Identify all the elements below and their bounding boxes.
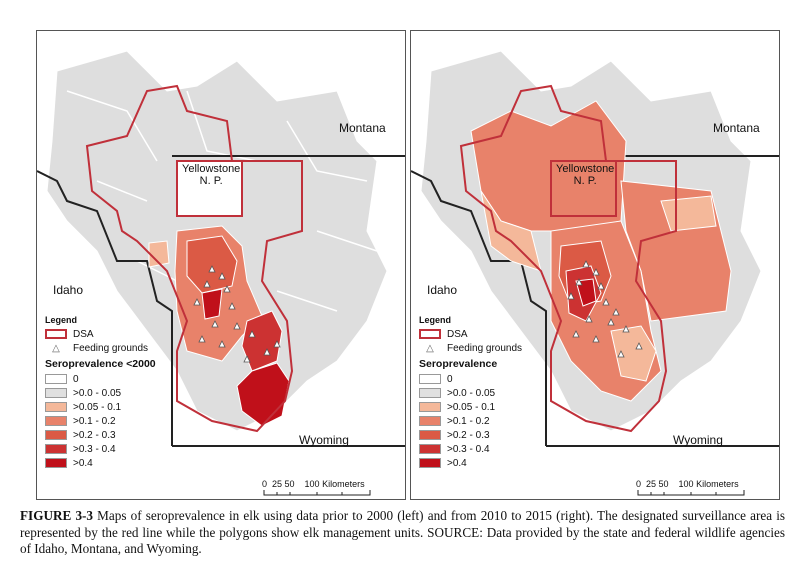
scale-bar: 0 25 50 100 Kilometers: [636, 479, 746, 499]
map-panel-left: Yellowstone N. P. Montana Idaho Wyoming …: [36, 30, 406, 500]
figure-caption: FIGURE 3-3 Maps of seroprevalence in elk…: [20, 508, 785, 558]
yellowstone-label: Yellowstone N. P.: [182, 163, 241, 187]
montana-label: Montana: [713, 121, 760, 135]
legend-class: >0.05 - 0.1: [45, 400, 215, 414]
legend: Legend DSA △ Feeding grounds Seroprevalen…: [419, 315, 589, 470]
legend: Legend DSA △ Feeding grounds Seroprevalen…: [45, 315, 215, 470]
legend-title: Legend: [419, 315, 452, 325]
figure-label: FIGURE 3-3: [20, 508, 94, 523]
legend-title: Legend: [45, 315, 78, 325]
idaho-label: Idaho: [427, 283, 458, 297]
unit-boundaries: [66, 90, 378, 312]
legend-feeding: △ Feeding grounds: [419, 341, 589, 355]
triangle-icon: △: [52, 342, 60, 354]
yellowstone-np-area: [176, 160, 243, 217]
legend-heading: Seroprevalence <2000: [45, 358, 156, 370]
yellowstone-label: Yellowstone N. P.: [556, 163, 615, 187]
feeding-grounds: [193, 265, 281, 363]
idaho-border: [37, 170, 173, 446]
seroprevalence-map-pre2000: [37, 50, 405, 447]
legend-class: >0.2 - 0.3: [419, 428, 589, 442]
legend-class: >0.4: [419, 456, 589, 470]
unit-class-005-01-south: [610, 325, 657, 382]
legend-class: >0.3 - 0.4: [45, 442, 215, 456]
wyoming-label: Wyoming: [299, 433, 349, 447]
scale-ruler: [263, 490, 371, 496]
unit-class-03-04: [241, 310, 283, 372]
feeding-grounds: [567, 260, 643, 358]
scale-bar: 0 25 50 100 Kilometers: [262, 479, 372, 499]
caption-text: Maps of seroprevalence in elk using data…: [20, 508, 786, 556]
unit-class-04-a: [201, 288, 223, 320]
legend-class: >0.1 - 0.2: [419, 414, 589, 428]
map-panel-right: Yellowstone N. P. Montana Idaho Wyoming …: [410, 30, 780, 500]
legend-class: >0.2 - 0.3: [45, 428, 215, 442]
legend-feeding: △ Feeding grounds: [45, 341, 215, 355]
idaho-border: [411, 170, 547, 446]
legend-class: 0: [419, 372, 589, 386]
legend-class: >0.3 - 0.4: [419, 442, 589, 456]
seroprevalence-map-2010-2015: [411, 50, 779, 447]
unit-class-04: [575, 278, 597, 307]
montana-label: Montana: [339, 121, 386, 135]
unit-class-005-01: [148, 240, 170, 268]
yellowstone-np-area: [550, 160, 617, 217]
legend-class: 0: [45, 372, 215, 386]
legend-class: >0.0 - 0.05: [45, 386, 215, 400]
triangle-icon: △: [426, 342, 434, 354]
legend-class: >0.05 - 0.1: [419, 400, 589, 414]
unit-class-005-01-east: [660, 195, 717, 232]
wyoming-label: Wyoming: [673, 433, 723, 447]
legend-heading: Seroprevalence: [419, 358, 498, 370]
legend-class: >0.4: [45, 456, 215, 470]
dsa-outline: [85, 84, 303, 433]
scale-ruler: [637, 490, 745, 496]
idaho-label: Idaho: [53, 283, 84, 297]
dsa-outline: [459, 84, 677, 433]
legend-class: >0.1 - 0.2: [45, 414, 215, 428]
legend-class: >0.0 - 0.05: [419, 386, 589, 400]
legend-dsa: DSA: [45, 327, 215, 341]
legend-dsa: DSA: [419, 327, 589, 341]
